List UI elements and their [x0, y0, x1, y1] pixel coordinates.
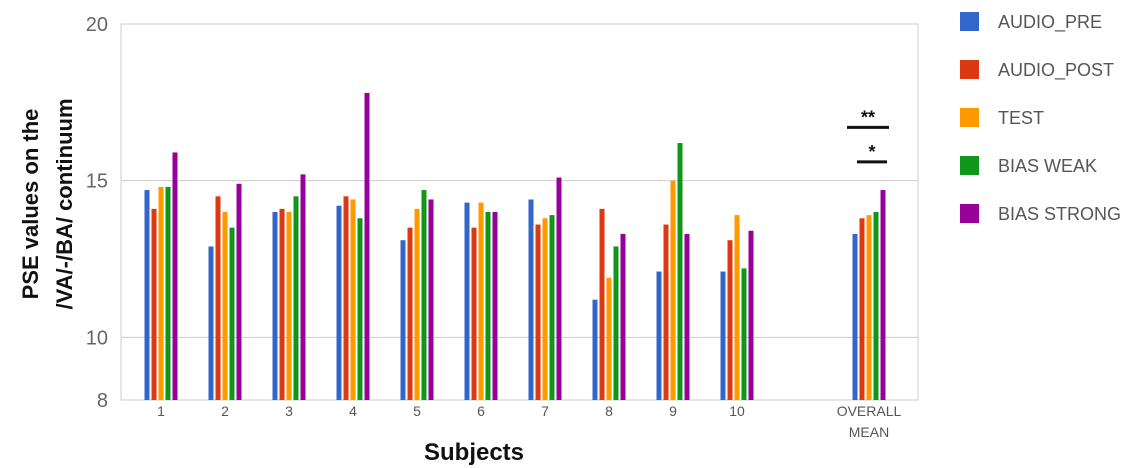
bar-audio-pre — [720, 271, 726, 400]
significance-marker: ** — [861, 107, 875, 127]
x-tick-label: 7 — [541, 403, 549, 419]
y-tick-labels: 8 10 15 20 — [86, 14, 108, 412]
legend-swatch — [960, 108, 979, 127]
bar-audio-post — [727, 240, 733, 400]
bar-audio-pre — [656, 271, 662, 400]
bar-audio-pre — [144, 190, 150, 400]
legend-label: TEST — [998, 108, 1044, 128]
bar-bias-weak — [677, 143, 683, 401]
x-tick-label: OVERALL — [837, 403, 902, 419]
bars — [144, 92, 886, 401]
bar-audio-pre — [400, 240, 406, 400]
y-tick-label: 8 — [97, 390, 108, 412]
bar-audio-post — [279, 208, 285, 400]
significance-marker: * — [868, 142, 875, 162]
bar-audio-post — [151, 208, 157, 400]
bar-bias-strong — [620, 233, 626, 400]
significance-annotations: *** — [847, 107, 889, 164]
legend-label: BIAS WEAK — [998, 156, 1097, 176]
bar-bias-strong — [748, 230, 754, 400]
x-tick-label: 1 — [157, 403, 165, 419]
bar-bias-weak — [421, 190, 427, 400]
bar-bias-strong — [364, 92, 370, 400]
bar-bias-weak — [165, 186, 171, 400]
y-tick-label: 15 — [86, 171, 108, 193]
x-tick-label: 2 — [221, 403, 229, 419]
bar-audio-pre — [852, 233, 858, 400]
bar-test — [542, 218, 548, 400]
bar-audio-pre — [272, 212, 278, 400]
bar-test — [734, 215, 740, 400]
bar-bias-strong — [684, 233, 690, 400]
bar-test — [286, 212, 292, 400]
x-tick-labels: 1 2 3 4 5 6 7 8 9 10 OVERALL MEAN — [157, 403, 901, 440]
x-tick-label: 5 — [413, 403, 421, 419]
bar-audio-pre — [528, 199, 534, 400]
x-tick-label: 6 — [477, 403, 485, 419]
bar-bias-strong — [172, 152, 178, 400]
x-tick-label: 4 — [349, 403, 357, 419]
y-axis-label-line-1: PSE values on the — [18, 109, 43, 300]
legend-label: BIAS STRONG — [998, 204, 1121, 224]
bar-test — [606, 277, 612, 400]
x-tick-label: 8 — [605, 403, 613, 419]
x-tick-label: 10 — [729, 403, 745, 419]
bar-audio-post — [471, 227, 477, 400]
bar-audio-post — [343, 196, 349, 400]
bar-bias-strong — [428, 199, 434, 400]
bar-bias-weak — [549, 215, 555, 400]
bar-bias-weak — [357, 218, 363, 400]
bar-audio-pre — [592, 299, 598, 400]
legend-label: AUDIO_POST — [998, 60, 1114, 81]
bar-bias-strong — [236, 183, 242, 400]
bar-bias-strong — [556, 177, 562, 400]
bar-bias-weak — [229, 227, 235, 400]
legend-swatch — [960, 204, 979, 223]
bar-bias-weak — [741, 268, 747, 400]
bar-audio-post — [407, 227, 413, 400]
bar-test — [414, 208, 420, 400]
bar-bias-strong — [492, 212, 498, 400]
bar-bias-weak — [485, 212, 491, 400]
bar-test — [478, 202, 484, 400]
gridlines — [120, 23, 919, 401]
bar-audio-post — [535, 224, 541, 400]
bar-audio-pre — [336, 205, 342, 400]
x-tick-label: MEAN — [849, 424, 889, 440]
bar-audio-pre — [464, 202, 470, 400]
bar-audio-post — [859, 218, 865, 400]
legend: AUDIO_PRE AUDIO_POST TEST BIAS WEAK BIAS STR… — [960, 12, 1121, 224]
x-tick-label: 9 — [669, 403, 677, 419]
bar-bias-weak — [873, 212, 879, 400]
y-tick-label: 10 — [86, 327, 108, 349]
bar-bias-weak — [613, 246, 619, 400]
bar-test — [670, 180, 676, 400]
bar-test — [866, 215, 872, 400]
bar-test — [350, 199, 356, 400]
x-tick-label: 3 — [285, 403, 293, 419]
bar-audio-post — [215, 196, 221, 400]
bar-audio-post — [663, 224, 669, 400]
legend-swatch — [960, 12, 979, 31]
bar-bias-weak — [293, 196, 299, 400]
x-axis-label: Subjects — [424, 439, 524, 466]
y-axis-label-line-2: /VA/-/BA/ continuum — [52, 98, 77, 309]
bar-audio-pre — [208, 246, 214, 400]
legend-swatch — [960, 156, 979, 175]
bar-test — [222, 212, 228, 400]
y-tick-label: 20 — [86, 14, 108, 36]
bar-bias-strong — [880, 190, 886, 400]
bar-audio-post — [599, 208, 605, 400]
bar-test — [158, 186, 164, 400]
legend-label: AUDIO_PRE — [998, 12, 1102, 33]
bar-bias-strong — [300, 174, 306, 400]
legend-swatch — [960, 60, 979, 79]
